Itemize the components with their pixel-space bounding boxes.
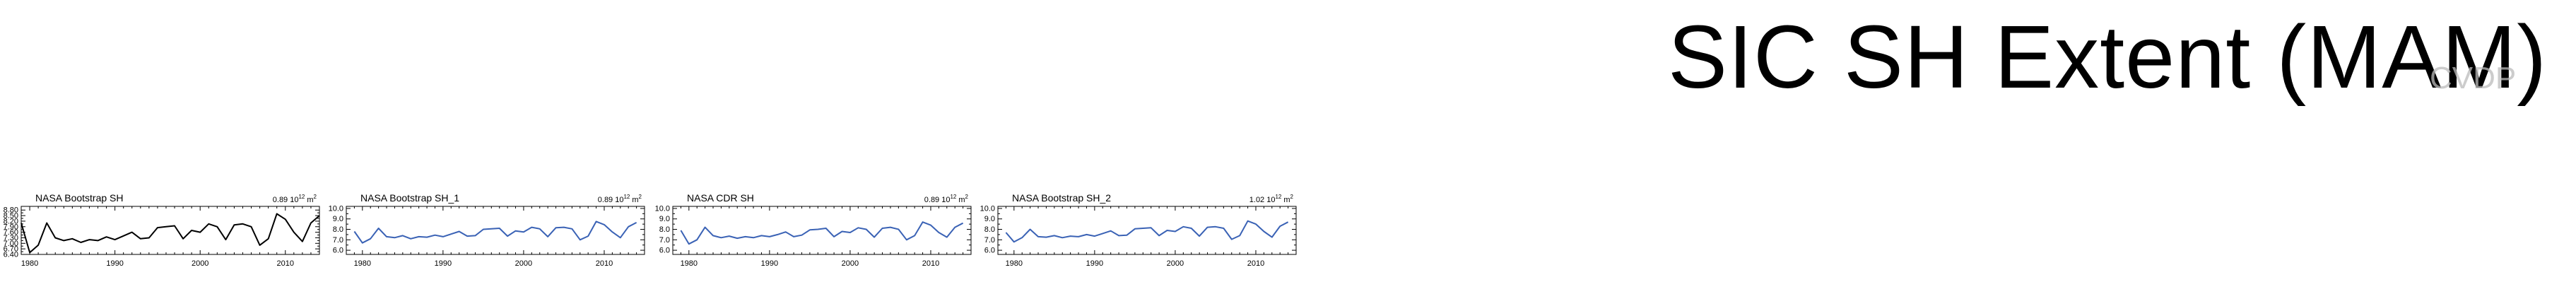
x-tick-label: 1990	[435, 259, 452, 268]
y-tick-label: 9.0	[659, 215, 670, 223]
plot-frame	[20, 206, 320, 255]
x-tick-label: 1980	[681, 259, 698, 268]
chart-title: NASA Bootstrap SH_1	[360, 192, 459, 204]
series-line	[353, 220, 637, 244]
unit-label: 0.89 1012 m2	[924, 194, 969, 204]
chart-title: NASA CDR SH	[687, 192, 754, 204]
plot-frame	[346, 206, 645, 255]
y-tick-label: 8.80	[4, 206, 18, 215]
y-tick-label: 10.0	[329, 204, 343, 213]
y-tick-label: 8.20	[4, 217, 18, 225]
series-line	[20, 213, 320, 254]
y-tick-label: 7.0	[333, 236, 343, 245]
x-tick-label: 1980	[354, 259, 371, 268]
x-tick-label: 1990	[1086, 259, 1103, 268]
cvdp-watermark: CVDP	[2430, 61, 2517, 95]
y-tick-label: 8.0	[659, 225, 670, 234]
y-tick-label: 8.0	[984, 225, 995, 234]
unit-label: 0.89 1012 m2	[598, 194, 642, 204]
chart-panel: NASA CDR SH 0.89 1012 m2 1980 1990 2000 2010 6.…	[655, 192, 972, 268]
x-tick-label: 2010	[1247, 259, 1264, 268]
unit-label: 0.89 1012 m2	[273, 194, 317, 204]
y-tick-label: 7.30	[4, 234, 18, 242]
x-tick-label: 2000	[1167, 259, 1184, 268]
y-tick-label: 8.0	[333, 225, 343, 234]
unit-label: 1.02 1012 m2	[1249, 194, 1294, 204]
y-tick-label: 9.0	[984, 215, 995, 223]
y-tick-label: 7.0	[984, 236, 995, 245]
y-tick-label: 6.40	[4, 251, 18, 259]
chart-title: NASA Bootstrap SH_2	[1012, 192, 1111, 204]
plot-frame	[672, 206, 972, 255]
y-tick-label: 6.0	[659, 247, 670, 255]
y-tick-label: 7.60	[4, 228, 18, 237]
y-tick-label: 10.0	[655, 204, 670, 213]
page-title: SIC SH Extent (MAM)	[1668, 7, 2548, 107]
x-tick-label: 1980	[21, 259, 38, 268]
plot-frame	[997, 206, 1297, 255]
series-line	[1005, 220, 1289, 243]
y-tick-label: 7.00	[4, 240, 18, 248]
y-tick-label: 9.0	[333, 215, 343, 223]
x-tick-label: 2010	[277, 259, 294, 268]
x-tick-label: 2010	[596, 259, 613, 268]
x-tick-label: 2000	[515, 259, 532, 268]
chart-panel: NASA Bootstrap SH_2 1.02 1012 m2 1980 1990 20…	[980, 192, 1297, 268]
y-tick-label: 10.0	[980, 204, 995, 213]
y-tick-label: 7.0	[659, 236, 670, 245]
y-tick-label: 7.90	[4, 223, 18, 231]
chart-title: NASA Bootstrap SH	[35, 192, 124, 204]
y-tick-label: 6.0	[333, 247, 343, 255]
y-tick-label: 8.50	[4, 212, 18, 220]
x-tick-label: 2000	[842, 259, 859, 268]
x-tick-label: 1990	[106, 259, 123, 268]
y-tick-label: 6.70	[4, 245, 18, 254]
chart-panel: NASA Bootstrap SH_1 0.89 1012 m2 1980 1990 20…	[329, 192, 645, 268]
x-tick-label: 1990	[761, 259, 778, 268]
x-tick-label: 2010	[922, 259, 939, 268]
y-tick-label: 6.0	[984, 247, 995, 255]
series-line	[680, 221, 964, 245]
x-tick-label: 2000	[192, 259, 208, 268]
chart-panel: NASA Bootstrap SH 0.89 1012 m2 1980 1990 2000…	[4, 192, 320, 268]
x-tick-label: 1980	[1006, 259, 1023, 268]
